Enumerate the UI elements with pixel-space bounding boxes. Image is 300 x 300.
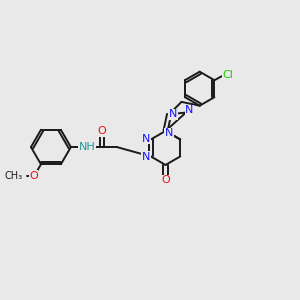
Text: NH: NH [79, 142, 95, 152]
Text: N: N [165, 128, 173, 138]
Text: N: N [185, 105, 194, 115]
Text: Cl: Cl [222, 70, 233, 80]
Text: O: O [161, 175, 170, 185]
Text: N: N [169, 109, 177, 119]
Text: CH₃: CH₃ [4, 171, 22, 181]
Text: N: N [142, 134, 150, 144]
Text: N: N [142, 152, 150, 162]
Text: O: O [98, 126, 106, 136]
Text: O: O [29, 171, 38, 181]
